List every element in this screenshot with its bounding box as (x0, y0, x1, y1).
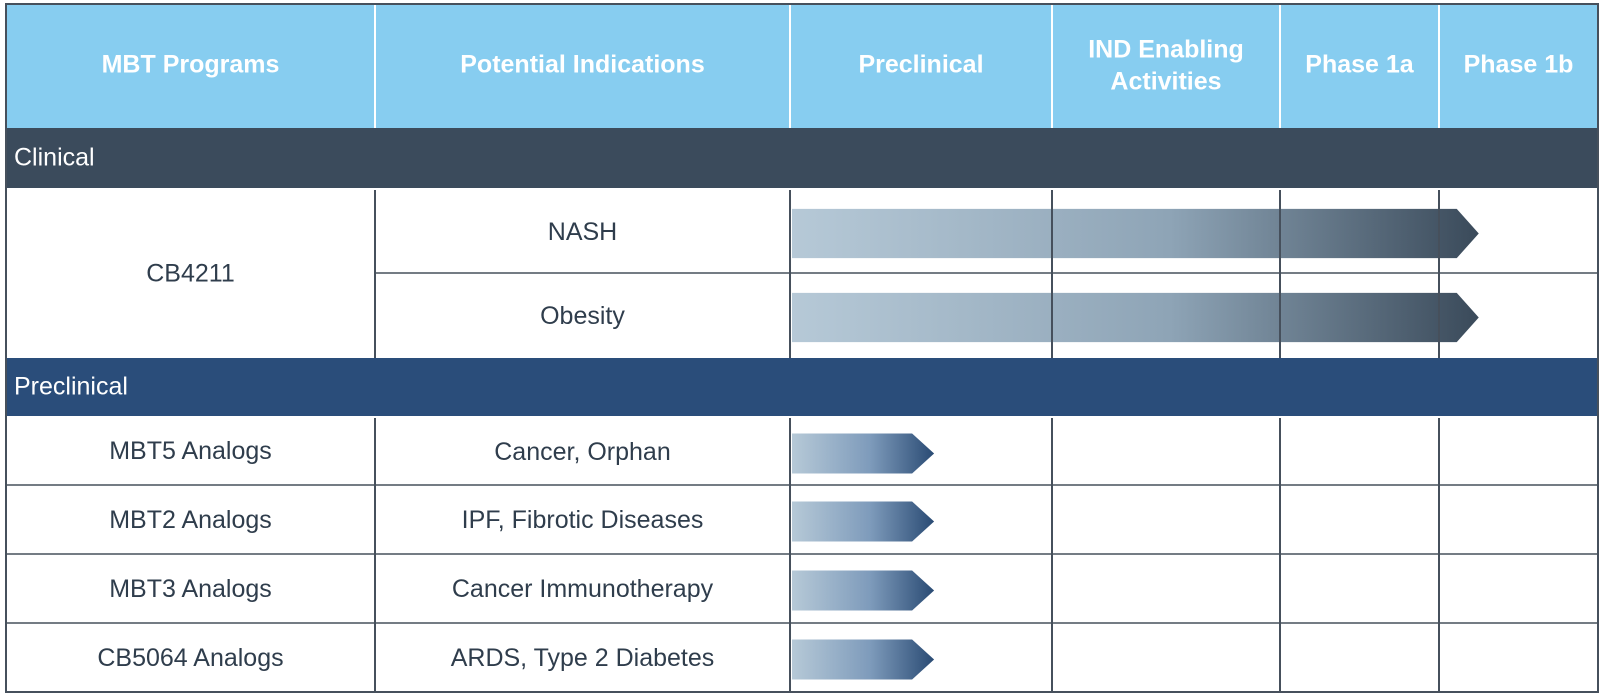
progress-arrow (792, 639, 935, 680)
indication-label: Cancer, Orphan (494, 438, 671, 466)
indication-label: ARDS, Type 2 Diabetes (451, 644, 715, 672)
section-bands (6, 128, 1598, 416)
progress-arrow (792, 433, 935, 474)
indication-label: IPF, Fibrotic Diseases (462, 506, 704, 534)
column-header: Phase 1a (1305, 51, 1415, 79)
progress-arrows (792, 208, 1479, 680)
program-label: MBT3 Analogs (109, 575, 272, 603)
indication-label: Cancer Immunotherapy (452, 575, 714, 603)
section-band-preclinical (6, 358, 1598, 416)
column-header: Potential Indications (460, 51, 704, 79)
table-grid (5, 3, 1599, 693)
indication-label: Obesity (540, 302, 625, 330)
section-label: Clinical (14, 144, 95, 172)
progress-arrow (792, 570, 935, 611)
progress-arrow (792, 208, 1479, 259)
column-header: Phase 1b (1464, 51, 1574, 79)
program-label: MBT5 Analogs (109, 437, 272, 465)
header-row (6, 4, 1598, 128)
section-band-clinical (6, 128, 1598, 188)
column-header: IND Enabling Activities (1088, 36, 1244, 96)
progress-arrow (792, 292, 1479, 343)
table-border (5, 3, 1599, 693)
indication-label: NASH (548, 218, 617, 246)
column-header: Preclinical (858, 51, 983, 79)
program-label: CB4211 (146, 260, 235, 288)
table-text: MBT Programs Potential Indications Preclin… (14, 36, 1573, 673)
section-label: Preclinical (14, 373, 128, 401)
program-label: CB5064 Analogs (97, 644, 283, 672)
header-background (6, 4, 1598, 128)
progress-arrow (792, 501, 935, 542)
program-label: MBT2 Analogs (109, 506, 272, 534)
column-header: MBT Programs (102, 51, 280, 79)
